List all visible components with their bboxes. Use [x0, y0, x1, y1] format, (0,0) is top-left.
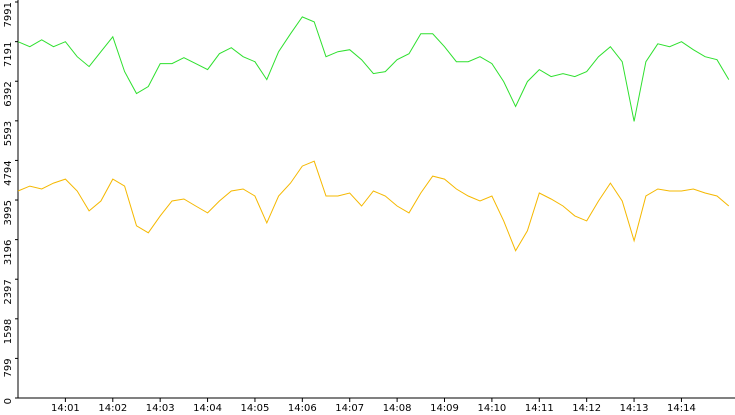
x-tick-label: 14:06 [288, 403, 317, 414]
y-tick-label: 799 [3, 358, 14, 377]
y-tick-label: 7991 [3, 2, 14, 27]
x-tick-label: 14:02 [98, 403, 127, 414]
x-tick-label: 14:14 [667, 403, 696, 414]
x-tick-label: 14:04 [193, 403, 222, 414]
x-tick-label: 14:01 [51, 403, 80, 414]
x-tick-label: 14:13 [620, 403, 649, 414]
y-tick-label: 2397 [3, 279, 14, 304]
y-tick-label: 6392 [3, 81, 14, 106]
y-tick-label: 3995 [3, 200, 14, 225]
x-tick-label: 14:08 [383, 403, 412, 414]
y-tick-label: 3196 [3, 240, 14, 265]
x-tick-label: 14:10 [477, 403, 506, 414]
series-line [17, 160, 730, 252]
x-tick-label: 14:12 [572, 403, 601, 414]
y-tick-label: 7191 [3, 42, 14, 67]
x-tick-label: 14:07 [335, 403, 364, 414]
y-tick-label: 1598 [3, 319, 14, 344]
x-tick-label: 14:03 [146, 403, 175, 414]
x-tick-label: 14:05 [241, 403, 270, 414]
y-tick-label: 5593 [3, 121, 14, 146]
x-tick-label: 14:11 [525, 403, 554, 414]
y-tick-label: 0 [3, 398, 14, 404]
series-line [17, 16, 730, 122]
x-tick-label: 14:09 [430, 403, 459, 414]
y-tick-label: 4794 [3, 160, 14, 185]
